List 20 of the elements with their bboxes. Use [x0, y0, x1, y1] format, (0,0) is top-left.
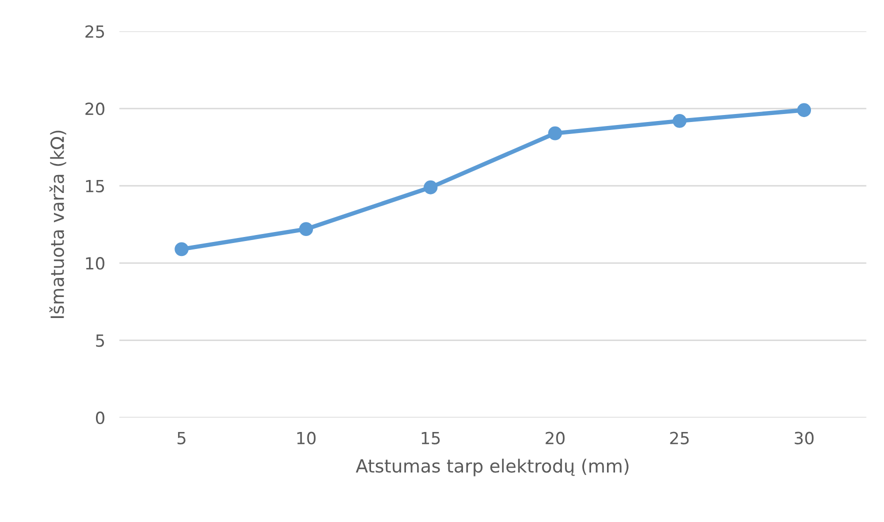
x-tick-label: 10 — [297, 432, 316, 444]
y-tick-label: 20 — [85, 102, 104, 116]
y-tick-label: 0 — [96, 412, 104, 424]
point — [299, 222, 314, 236]
x-tick-label: 5 — [178, 432, 186, 444]
point — [174, 242, 189, 256]
point — [672, 114, 687, 128]
point — [424, 180, 438, 194]
y-tick-label: 15 — [86, 180, 104, 192]
y-tick-label: 25 — [85, 25, 104, 38]
point — [548, 126, 562, 140]
x-tick-label: 20 — [546, 432, 565, 444]
x-axis-title: Atstumas tarp elektrodų (mm) — [356, 458, 628, 476]
y-tick-label: 5 — [96, 334, 104, 347]
x-tick-label: 30 — [794, 432, 814, 444]
point — [797, 103, 812, 118]
y-axis-title: Išmatuota varža (kΩ) — [49, 130, 66, 318]
y-tick-label: 10 — [86, 257, 104, 270]
x-tick-label: 25 — [670, 432, 689, 444]
x-tick-label: 15 — [422, 432, 440, 444]
